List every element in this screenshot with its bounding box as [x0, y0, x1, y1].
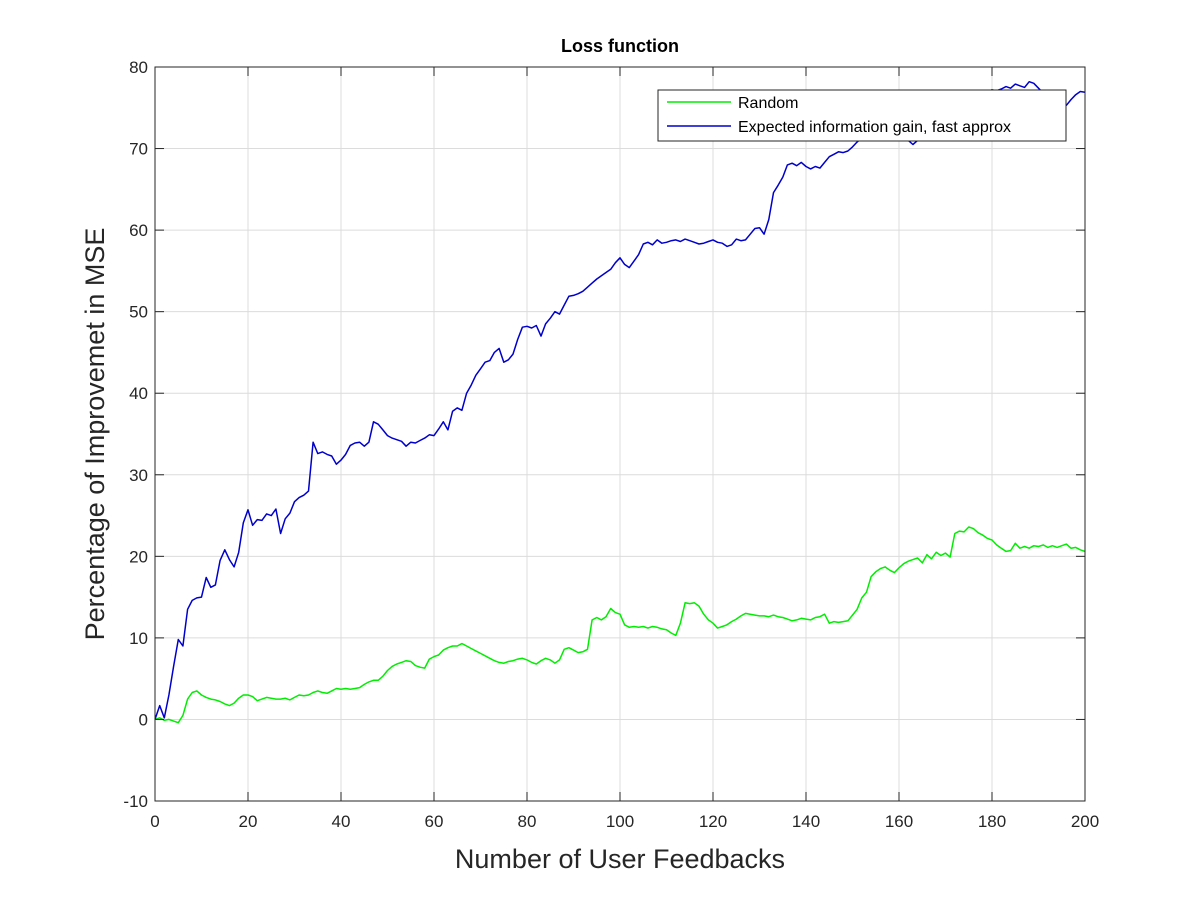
legend-label-expected-info-gain: Expected information gain, fast approx	[738, 119, 1011, 136]
x-tick-label: 140	[792, 812, 820, 831]
y-tick-label: 30	[129, 466, 148, 485]
legend-box	[657, 89, 1067, 142]
x-tick-label: 120	[699, 812, 727, 831]
x-axis-label: Number of User Feedbacks	[455, 844, 785, 874]
x-tick-label: 200	[1071, 812, 1099, 831]
y-tick-label: 0	[139, 710, 148, 729]
y-tick-label: 10	[129, 629, 148, 648]
x-tick-label: 180	[978, 812, 1006, 831]
y-tick-label: 40	[129, 384, 148, 403]
series-line-random	[154, 526, 1086, 724]
x-tick-label: 40	[332, 812, 351, 831]
legend: Random Expected information gain, fast a…	[657, 89, 1067, 142]
y-tick-label: 70	[129, 140, 148, 159]
x-tick-label: 60	[425, 812, 444, 831]
y-tick-label: -10	[123, 792, 148, 811]
chart-title: Loss function	[561, 36, 679, 56]
x-tick-label: 160	[885, 812, 913, 831]
y-tick-label: 20	[129, 547, 148, 566]
x-tick-label: 0	[150, 812, 159, 831]
y-axis-label: Percentage of Improvemet in MSE	[80, 228, 110, 641]
tick-labels: 0 20 40 60 80 100 120 140 160 180 200-100102030405…	[123, 58, 1099, 831]
axis-ticks	[154, 66, 1086, 802]
y-tick-label: 60	[129, 221, 148, 240]
y-tick-label: 80	[129, 58, 148, 77]
x-tick-label: 80	[518, 812, 537, 831]
grid-lines	[155, 67, 1085, 801]
x-tick-label: 100	[606, 812, 634, 831]
legend-label-random: Random	[738, 95, 798, 112]
y-tick-label: 50	[129, 303, 148, 322]
x-tick-label: 20	[239, 812, 258, 831]
